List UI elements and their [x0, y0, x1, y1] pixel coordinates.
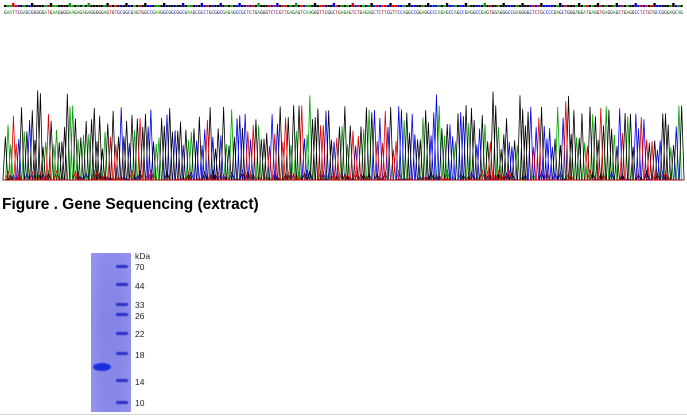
kda-unit-label: kDa	[135, 251, 151, 261]
marker-label-70: 70	[135, 262, 145, 272]
marker-band-22	[116, 332, 128, 335]
chromatogram: GAATTCGAGCGGGGGATGAAGGGGAAGAGAGAGGGGGAGT…	[2, 3, 685, 181]
trace-lines	[2, 90, 685, 181]
marker-band-26	[116, 313, 128, 316]
marker-label-44: 44	[135, 281, 145, 291]
marker-label-18: 18	[135, 350, 145, 360]
marker-band-14	[116, 379, 128, 382]
protein-band	[93, 363, 111, 371]
marker-band-10	[116, 401, 128, 404]
marker-band-70	[116, 265, 128, 268]
marker-label-14: 14	[135, 377, 145, 387]
sds-page-gel	[91, 253, 131, 412]
page-divider	[0, 414, 687, 415]
marker-label-10: 10	[135, 398, 145, 408]
trace-T	[2, 101, 685, 181]
marker-label-22: 22	[135, 329, 145, 339]
marker-band-44	[116, 283, 128, 286]
marker-band-33	[116, 303, 128, 306]
marker-band-18	[116, 352, 128, 355]
marker-label-26: 26	[135, 311, 145, 321]
base-call-bar	[4, 3, 683, 7]
figure-caption: Figure . Gene Sequencing (extract)	[2, 196, 259, 213]
marker-label-33: 33	[135, 300, 145, 310]
svg-text:GAATTCGAGCGGGGGATGAAGGGGAAGAGA: GAATTCGAGCGGGGGATGAAGGGGAAGAGAGAGGGGGAGT…	[4, 10, 683, 15]
sequence-text: GAATTCGAGCGGGGGATGAAGGGGAAGAGAGAGGGGGAGT…	[4, 10, 683, 15]
